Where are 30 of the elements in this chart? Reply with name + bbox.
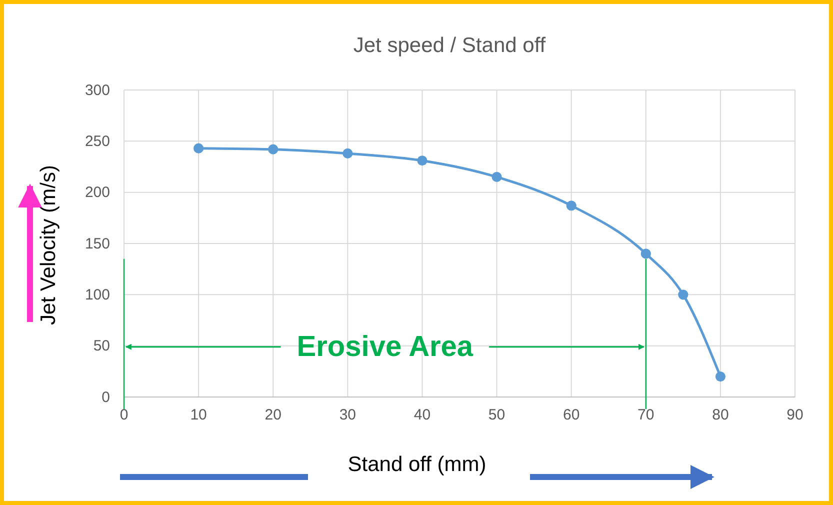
y-tick-label: 0 bbox=[102, 388, 110, 406]
x-axis-title: Stand off (mm) bbox=[348, 453, 486, 476]
y-tick-label: 250 bbox=[84, 132, 110, 150]
point bbox=[715, 371, 726, 382]
point bbox=[566, 200, 576, 211]
y-tick-label: 50 bbox=[93, 338, 110, 355]
chart-title: Jet speed / Stand off bbox=[353, 34, 546, 57]
x-tick-label: 80 bbox=[712, 406, 729, 424]
x-tick-label: 0 bbox=[120, 406, 128, 424]
point bbox=[194, 143, 204, 154]
y-tick-label: 300 bbox=[84, 82, 110, 99]
point bbox=[417, 156, 428, 166]
y-tick-label: 150 bbox=[84, 235, 110, 252]
x-tick-label: 70 bbox=[638, 406, 654, 424]
point bbox=[492, 172, 502, 182]
point bbox=[678, 290, 688, 300]
point bbox=[268, 144, 278, 154]
x-tick-label: 40 bbox=[414, 406, 431, 424]
point bbox=[342, 148, 353, 158]
annotation: Erosive Area bbox=[296, 330, 474, 363]
x-tick-label: 90 bbox=[786, 406, 804, 424]
y-tick-label: 100 bbox=[84, 286, 110, 304]
point bbox=[640, 248, 651, 259]
x-tick-label: 60 bbox=[562, 406, 580, 424]
x-tick-label: 30 bbox=[339, 406, 356, 424]
x-tick-label: 50 bbox=[488, 406, 506, 424]
y-tick-label: 200 bbox=[84, 184, 110, 202]
x-tick-label: 20 bbox=[264, 406, 282, 424]
x-tick-label: 10 bbox=[190, 406, 207, 424]
y-axis-title: Jet Velocity (m/s) bbox=[37, 165, 60, 325]
